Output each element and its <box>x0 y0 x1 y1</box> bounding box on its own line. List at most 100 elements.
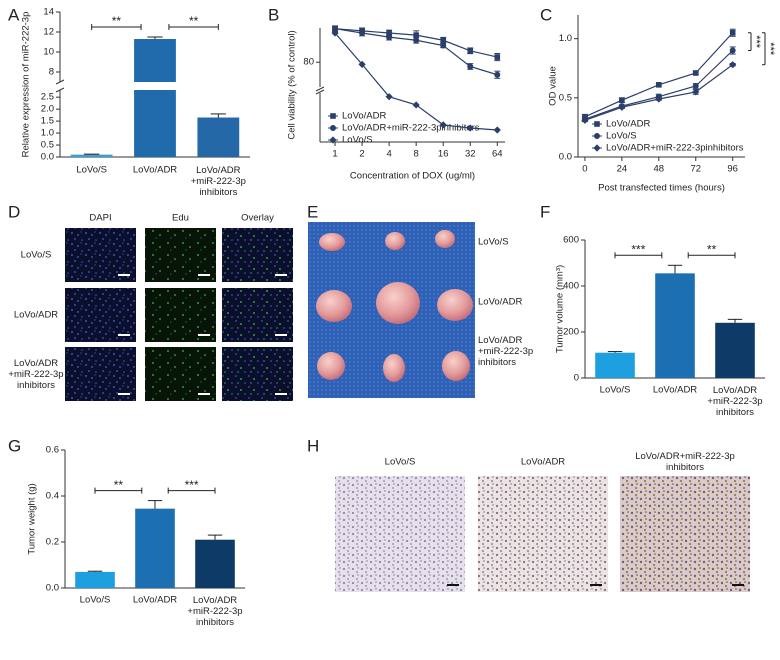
axis-break <box>315 89 325 95</box>
column-label: Edu <box>172 213 189 224</box>
tumor <box>317 352 345 380</box>
bar-break-gap <box>133 82 177 90</box>
text-line: LoVo/ADR <box>193 595 237 606</box>
row-label: LoVo/ADR <box>478 297 522 308</box>
y-tick-label: 600 <box>563 235 579 246</box>
x-tick-label: LoVo/ADR <box>653 385 697 396</box>
series-line <box>584 32 734 118</box>
row-label: LoVo/ADR +miR-222-3p inhibitors <box>478 335 533 368</box>
ihc-image <box>478 476 608 592</box>
micrograph <box>145 228 216 282</box>
bar <box>195 539 235 588</box>
column-label: LoVo/ADR+miR-222-3p inhibitors <box>635 451 735 473</box>
y-axis-label: Tumor volume (mm³) <box>555 265 566 353</box>
marker <box>729 61 737 69</box>
micrograph <box>65 347 136 401</box>
marker <box>440 42 447 49</box>
significance-label: ** <box>114 478 124 492</box>
marker <box>581 116 589 124</box>
x-tick-label: LoVo/ADR <box>133 595 177 606</box>
micrograph <box>222 228 293 282</box>
marker <box>729 47 736 54</box>
x-tick-label: LoVo/S <box>76 165 107 176</box>
y-tick-label: 0.2 <box>46 537 59 548</box>
text-line: +miR-222-3p <box>187 605 242 616</box>
y-tick-label: 14 <box>43 7 54 18</box>
bar <box>715 322 755 378</box>
axis-break <box>55 79 65 85</box>
text-line: inhibitors <box>17 379 55 390</box>
marker <box>386 34 393 41</box>
x-axis-label: Post transfected times (hours) <box>598 183 725 194</box>
text-line: inhibitors <box>716 406 754 417</box>
y-tick-label: 200 <box>563 327 579 338</box>
row-label: LoVo/S <box>478 237 509 248</box>
y-tick-label: 0.6 <box>46 445 59 456</box>
text-line: LoVo/ADR <box>196 165 240 176</box>
x-tick-label: LoVo/ADR +miR-222-3p inhibitors <box>187 595 242 628</box>
x-tick-label: 2 <box>359 149 364 160</box>
y-tick-label: 0.5 <box>41 140 54 151</box>
legend-marker <box>330 113 336 119</box>
x-tick-label: 96 <box>727 164 738 175</box>
x-tick-label: LoVo/ADR +miR-222-3p inhibitors <box>191 165 246 198</box>
marker <box>692 70 699 76</box>
y-tick-label: 2.0 <box>41 104 54 115</box>
x-tick-label: 8 <box>414 149 419 160</box>
x-tick-label: 24 <box>617 164 628 175</box>
marker <box>358 60 366 68</box>
x-tick-label: LoVo/S <box>600 385 631 396</box>
micrograph <box>65 288 136 342</box>
panel-letter: C <box>540 5 552 24</box>
tumor <box>316 290 352 322</box>
y-tick-label: 1.5 <box>41 116 54 127</box>
x-tick-label: 1 <box>332 149 337 160</box>
legend-label: LoVo/ADR <box>606 119 650 130</box>
y-tick-label: 400 <box>563 281 579 292</box>
axis-break <box>315 86 325 92</box>
bar <box>135 508 175 588</box>
text-line: inhibitors <box>666 461 704 472</box>
text-line: inhibitors <box>478 356 516 367</box>
y-axis-label: Tumor weight (g) <box>27 483 38 554</box>
marker <box>331 29 339 37</box>
panel-letter: G <box>8 436 21 455</box>
marker <box>618 103 626 111</box>
significance-label: *** <box>631 242 645 256</box>
panel-letter: B <box>268 5 279 24</box>
y-tick-label: 0.0 <box>41 152 54 163</box>
ihc-image <box>620 476 750 592</box>
y-tick-label: 80 <box>303 57 314 68</box>
column-label: LoVo/ADR <box>521 457 565 468</box>
text-line: +miR-222-3p <box>8 368 63 379</box>
x-tick-label: 48 <box>654 164 665 175</box>
text-line: +miR-222-3p <box>707 395 762 406</box>
y-tick-label: 2.5 <box>41 92 54 103</box>
tumor <box>385 232 405 250</box>
legend-marker <box>593 144 601 152</box>
legend-label: LoVo/ADR <box>342 111 386 122</box>
tumor <box>376 282 420 324</box>
bar <box>197 117 240 157</box>
text-line: LoVo/ADR <box>713 385 757 396</box>
x-tick-label: 0 <box>582 164 587 175</box>
marker <box>359 29 366 36</box>
marker <box>412 101 420 109</box>
micrograph <box>145 347 216 401</box>
marker <box>385 93 393 101</box>
x-tick-label: 32 <box>465 149 476 160</box>
marker <box>413 37 420 44</box>
marker <box>729 29 736 36</box>
marker <box>332 25 339 32</box>
y-tick-label: 10 <box>43 47 54 58</box>
marker <box>493 126 501 134</box>
ihc-image <box>335 476 465 592</box>
x-tick-label: 16 <box>438 149 449 160</box>
text-line: LoVo/ADR <box>14 358 58 369</box>
marker <box>494 71 501 78</box>
marker <box>467 48 474 54</box>
micrograph <box>65 228 136 282</box>
y-tick-label: 0.0 <box>559 152 572 163</box>
x-tick-label: 72 <box>690 164 701 175</box>
x-tick-label: 64 <box>492 149 503 160</box>
